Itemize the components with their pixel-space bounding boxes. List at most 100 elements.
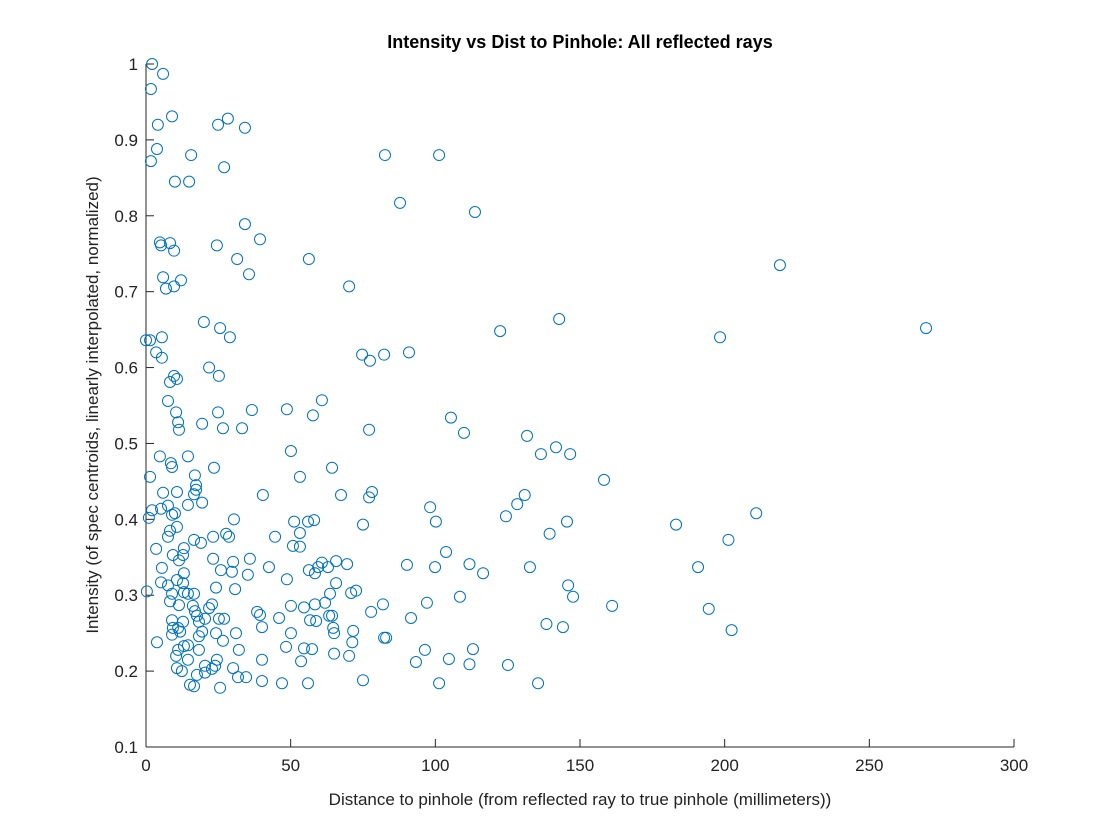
point: [335, 489, 348, 502]
point: [170, 649, 183, 662]
point: [269, 530, 282, 543]
point: [181, 653, 194, 666]
point: [181, 450, 194, 463]
point: [378, 149, 391, 162]
point: [400, 558, 413, 571]
point: [253, 233, 266, 246]
point: [155, 502, 168, 515]
point: [409, 656, 422, 669]
point: [172, 416, 185, 429]
point: [363, 354, 376, 367]
point: [429, 515, 442, 528]
point: [238, 121, 251, 134]
point: [168, 369, 181, 382]
point: [207, 530, 220, 543]
point: [256, 653, 269, 666]
point: [341, 558, 354, 571]
point: [324, 587, 337, 600]
point: [253, 608, 266, 621]
point: [241, 568, 254, 581]
point: [330, 577, 343, 590]
point: [243, 268, 256, 281]
point: [199, 659, 212, 672]
point: [346, 636, 359, 649]
point: [463, 558, 476, 571]
point: [363, 423, 376, 436]
point: [692, 561, 705, 574]
point: [328, 647, 341, 660]
point: [328, 627, 341, 640]
x-tick-label: 150: [566, 756, 594, 775]
point: [378, 348, 391, 361]
point: [164, 375, 177, 388]
point: [295, 655, 308, 668]
point: [210, 653, 223, 666]
point: [308, 598, 321, 611]
point: [170, 372, 183, 385]
x-tick-label: 0: [141, 756, 150, 775]
point: [212, 612, 225, 625]
point: [468, 205, 481, 218]
point: [161, 579, 174, 592]
point: [562, 579, 575, 592]
point: [205, 598, 218, 611]
point: [185, 149, 198, 162]
point: [280, 573, 293, 586]
x-tick-label: 100: [421, 756, 449, 775]
point: [192, 643, 205, 656]
y-tick-label: 0.4: [114, 510, 138, 529]
point: [518, 489, 531, 502]
point: [363, 491, 376, 504]
point: [418, 643, 431, 656]
point: [196, 417, 209, 430]
point: [293, 470, 306, 483]
point: [168, 507, 181, 520]
point: [405, 611, 418, 624]
point: [523, 561, 536, 574]
point: [240, 671, 253, 684]
y-tick-label: 0.9: [114, 131, 138, 150]
y-tick-label: 0.3: [114, 586, 138, 605]
point: [218, 612, 231, 625]
point: [229, 627, 242, 640]
point: [306, 643, 319, 656]
point: [155, 331, 168, 344]
point: [319, 596, 332, 609]
point: [150, 346, 163, 359]
point: [567, 590, 580, 603]
point: [284, 627, 297, 640]
point: [543, 527, 556, 540]
point: [210, 627, 223, 640]
point: [172, 423, 185, 436]
point: [598, 473, 611, 486]
point: [350, 584, 363, 597]
y-tick-label: 0.6: [114, 359, 138, 378]
point: [166, 628, 179, 641]
point: [168, 175, 181, 188]
point: [177, 640, 190, 653]
point: [214, 564, 227, 577]
x-tick-label: 50: [281, 756, 300, 775]
point: [161, 394, 174, 407]
y-tick-label: 0.2: [114, 662, 138, 681]
point: [284, 445, 297, 458]
point: [199, 612, 212, 625]
point: [714, 331, 727, 344]
point: [256, 489, 269, 502]
point: [238, 218, 251, 231]
point: [166, 614, 179, 627]
point: [302, 564, 315, 577]
point: [343, 280, 356, 293]
point: [177, 542, 190, 555]
point: [177, 577, 190, 590]
point: [380, 631, 393, 644]
point: [499, 510, 512, 523]
point: [232, 643, 245, 656]
point: [243, 552, 256, 565]
point: [168, 280, 181, 293]
point: [188, 469, 201, 482]
point: [308, 514, 321, 527]
point: [157, 67, 170, 80]
point: [166, 621, 179, 634]
point: [210, 239, 223, 252]
